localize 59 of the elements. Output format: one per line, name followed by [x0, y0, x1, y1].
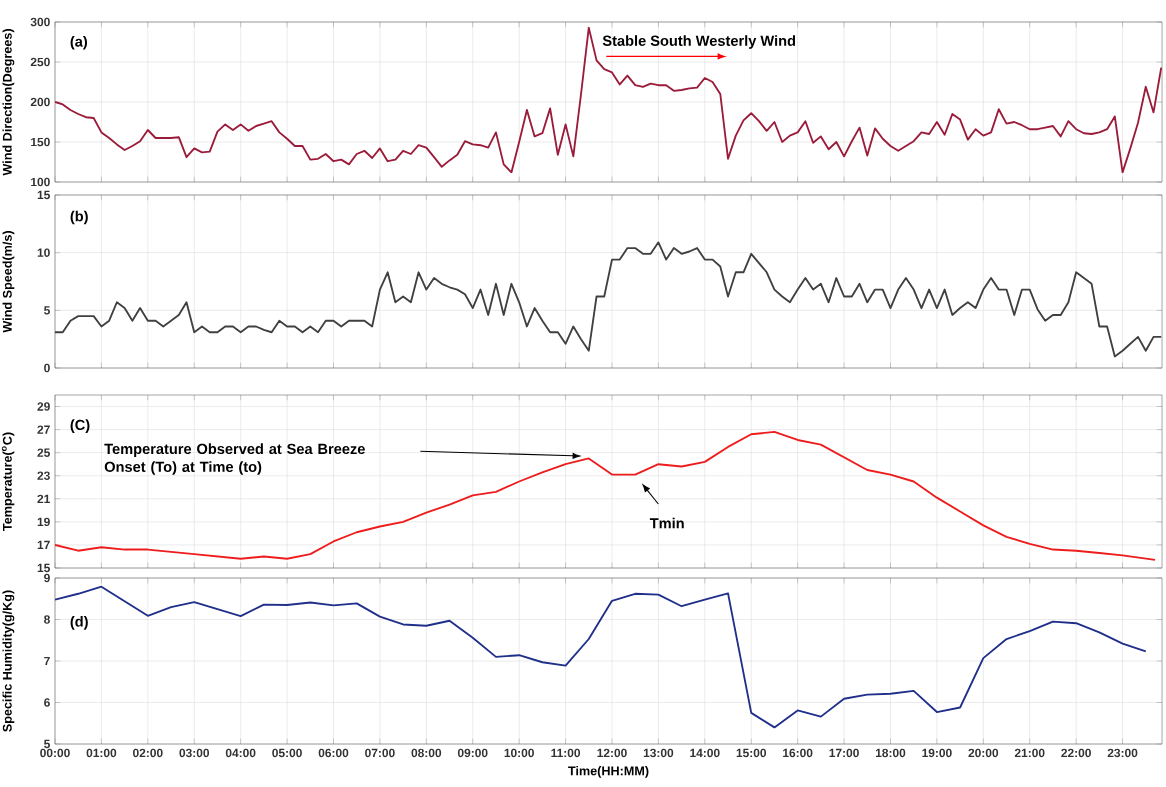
annotation: Stable South Westerly Wind — [602, 35, 796, 49]
y-tick-label: 29 — [37, 402, 50, 411]
y-axis-title: Specific Humidity(g/Kg) — [2, 590, 15, 732]
annotation: (a) — [70, 36, 88, 50]
x-tick-label: 05:00 — [272, 748, 302, 758]
x-tick-label: 02:00 — [133, 748, 163, 758]
y-axis-title: Wind Speed(m/s) — [2, 230, 15, 333]
annotation: Tmin — [649, 517, 684, 529]
x-tick-label: 04:00 — [225, 748, 256, 758]
y-tick-label: 250 — [30, 57, 50, 67]
x-tick-label: 20:00 — [968, 748, 999, 758]
x-tick-label: 11:00 — [551, 748, 581, 758]
line-series — [55, 585, 1147, 729]
x-axis-title: Time(HH:MM) — [568, 766, 649, 778]
x-tick-label: 17:00 — [829, 748, 859, 758]
x-tick-label: 16:00 — [783, 748, 813, 758]
y-tick-label: 7 — [44, 656, 50, 666]
y-tick-label: 21 — [37, 494, 50, 503]
y-tick-label: 15 — [37, 563, 50, 573]
y-tick-label: 5 — [44, 306, 50, 315]
annotation: (d) — [70, 616, 88, 630]
x-tick-label: 00:00 — [40, 748, 70, 758]
x-tick-label: 06:00 — [318, 748, 349, 758]
y-tick-label: 17 — [37, 540, 50, 550]
y-tick-label: 150 — [31, 137, 50, 147]
x-tick-label: 13:00 — [643, 748, 674, 758]
x-tick-label: 19:00 — [922, 748, 952, 758]
y-axis-title: Wind Direction(Degrees) — [2, 29, 15, 176]
y-tick-label: 25 — [37, 448, 50, 457]
y-tick-label: 8 — [44, 615, 50, 624]
x-tick-label: 21:00 — [1014, 748, 1045, 758]
y-tick-label: 9 — [44, 573, 50, 583]
y-tick-label: 300 — [30, 17, 50, 27]
x-tick-label: 15:00 — [736, 748, 767, 758]
y-axis-title: Temperature($^{o}$C) — [1, 432, 15, 531]
x-tick-label: 09:00 — [457, 748, 488, 758]
x-tick-label: 23:00 — [1107, 748, 1138, 758]
annotation: Temperature Observed at Sea Breeze Onset (To) at Time (to) — [104, 443, 365, 475]
y-tick-label: 0 — [44, 363, 50, 373]
y-tick-label: 15 — [37, 190, 50, 200]
x-tick-label: 14:00 — [690, 748, 720, 758]
y-tick-label: 200 — [30, 97, 50, 107]
x-tick-label: 22:00 — [1061, 748, 1091, 758]
y-tick-label: 5 — [44, 739, 50, 749]
y-tick-label: 27 — [37, 425, 50, 434]
x-tick-label: 07:00 — [365, 748, 395, 758]
x-tick-label: 18:00 — [875, 748, 906, 758]
x-tick-label: 12:00 — [597, 748, 627, 758]
x-tick-label: 08:00 — [411, 748, 442, 758]
x-tick-label: 10:00 — [504, 748, 534, 758]
y-tick-label: 10 — [37, 248, 50, 257]
annotation: (b) — [70, 210, 88, 225]
y-tick-label: 6 — [44, 698, 50, 707]
y-tick-label: 23 — [37, 471, 50, 480]
annotation: (C) — [70, 419, 90, 433]
y-tick-label: 19 — [37, 517, 50, 527]
y-tick-label: 100 — [31, 177, 50, 187]
x-tick-label: 01:00 — [86, 748, 117, 758]
x-tick-label: 03:00 — [179, 748, 210, 758]
